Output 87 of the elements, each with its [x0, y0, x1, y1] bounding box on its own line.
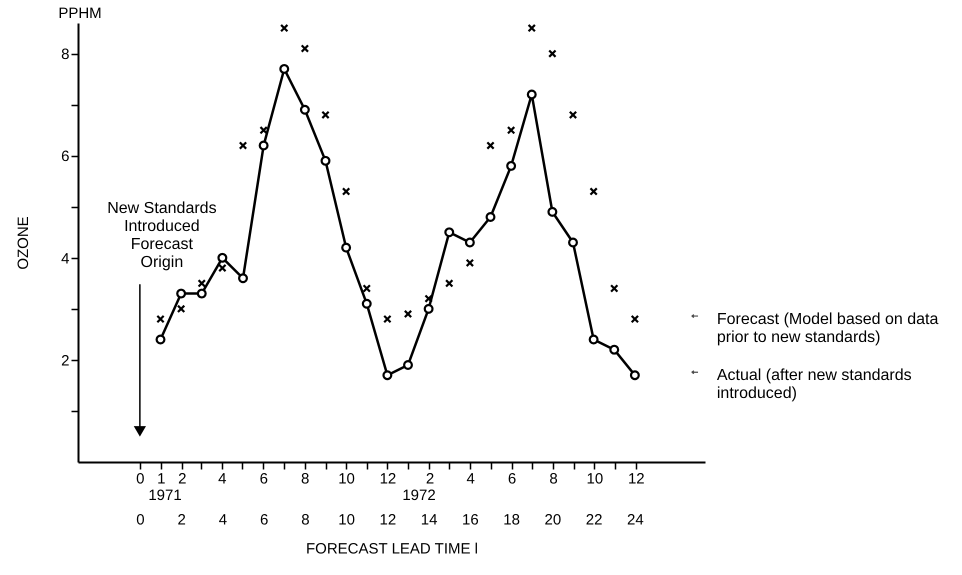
x2-tick-label: 8 [549, 470, 558, 488]
x-tick-label: 22 [586, 512, 602, 528]
y-axis-title: OZONE [15, 216, 32, 270]
point [403, 360, 413, 370]
point [176, 304, 186, 314]
x-tick-label: 2 [177, 512, 186, 528]
point [259, 126, 268, 134]
point [280, 24, 289, 32]
point [444, 227, 454, 238]
x-tick-label: 24 [627, 512, 644, 528]
x2-tick-label: 12 [380, 470, 396, 488]
point [382, 370, 392, 380]
point [568, 110, 578, 120]
point [362, 284, 372, 293]
point [589, 187, 598, 196]
text: 1971 [148, 487, 182, 504]
point [238, 141, 248, 150]
legend-label: Forecast (Model based on data prior to new standards) [716, 311, 938, 346]
x2-tick-label: 2 [178, 470, 186, 488]
point [506, 126, 516, 134]
point [610, 284, 619, 293]
point [341, 242, 352, 253]
point [176, 288, 186, 299]
x2-tick-label: 1 [157, 470, 166, 488]
x2-tick-label: 0 [136, 470, 144, 488]
point [320, 156, 330, 166]
point [568, 238, 578, 248]
y-tick-label: 4 [61, 250, 70, 268]
point [383, 314, 392, 324]
x-tick-label: 20 [544, 512, 562, 528]
text: 1972 [402, 487, 436, 504]
x-tick-label: 6 [260, 512, 268, 528]
point [404, 310, 412, 318]
point [342, 187, 350, 196]
y-tick-label: 6 [61, 148, 70, 166]
x-axis-title: FORECAST LEAD TIME l [306, 540, 478, 558]
x2-tick-label: 2 [426, 470, 434, 488]
y-tick-label: 8 [61, 46, 70, 64]
x2-tick-label: 6 [508, 470, 516, 488]
point [609, 344, 620, 355]
legend-label: Actual (after new standards introduced) [716, 367, 912, 402]
point [197, 279, 206, 288]
point [424, 304, 434, 314]
point [238, 273, 248, 284]
annotation: New Standards Introduced Forecast Origin [107, 200, 217, 272]
x2-tick-label: 4 [218, 470, 227, 488]
point [258, 140, 269, 150]
x-tick-label: 4 [218, 512, 228, 528]
x-tick-label: 14 [420, 512, 438, 528]
point [630, 314, 640, 324]
point [548, 49, 557, 58]
point [362, 298, 372, 309]
x-tick-label: 10 [338, 512, 355, 528]
point [424, 294, 433, 303]
point [588, 334, 599, 344]
x2-tick-label: 12 [628, 470, 645, 488]
point [217, 252, 228, 263]
point [486, 141, 495, 150]
point [526, 90, 537, 100]
point [279, 64, 290, 74]
point [486, 212, 496, 222]
point [630, 370, 640, 380]
point [464, 238, 475, 248]
x-tick-label: 16 [462, 512, 479, 528]
x2-tick-label: 8 [300, 470, 310, 488]
point [156, 334, 166, 344]
x-tick-label: 8 [301, 512, 310, 528]
point [196, 288, 207, 299]
x2-tick-label: 10 [338, 470, 355, 488]
text: PPHM [58, 5, 102, 22]
x-tick-label: 18 [503, 512, 520, 528]
point [506, 160, 516, 171]
point [444, 279, 454, 288]
point [527, 24, 536, 32]
point [300, 44, 310, 53]
point [321, 110, 330, 120]
x-tick-label: 12 [380, 512, 396, 528]
x2-tick-label: 6 [260, 470, 268, 488]
y-tick-label: 2 [61, 352, 70, 370]
point [156, 314, 165, 324]
point [547, 206, 558, 217]
x2-tick-label: 4 [466, 470, 475, 488]
x2-tick-label: 10 [586, 470, 604, 488]
point [466, 258, 474, 268]
point [218, 264, 227, 272]
point [300, 104, 310, 115]
x-tick-label: 0 [136, 512, 145, 528]
